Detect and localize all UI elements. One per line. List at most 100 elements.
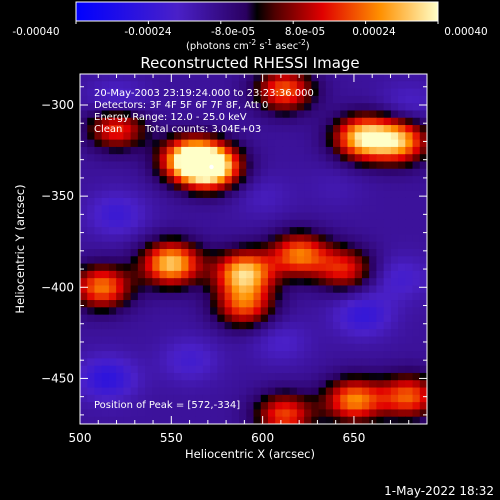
heatmap-cell bbox=[419, 183, 427, 192]
heatmap-cell bbox=[267, 183, 276, 192]
heatmap-cell bbox=[217, 183, 226, 192]
heatmap-cell bbox=[325, 365, 334, 374]
heatmap-cell bbox=[130, 139, 139, 148]
heatmap-cell bbox=[246, 197, 255, 206]
peak-marker bbox=[209, 164, 214, 170]
heatmap-cell bbox=[282, 183, 291, 192]
heatmap-cell bbox=[267, 161, 276, 170]
heatmap-cell bbox=[398, 205, 406, 214]
heatmap-cell bbox=[419, 176, 427, 184]
heatmap-cell bbox=[152, 394, 161, 403]
heatmap-cell bbox=[94, 380, 103, 389]
heatmap-cell bbox=[412, 263, 421, 272]
heatmap-cell bbox=[202, 329, 211, 338]
heatmap-cell bbox=[354, 387, 363, 396]
heatmap-cell bbox=[181, 372, 190, 381]
heatmap-cell bbox=[195, 343, 204, 352]
heatmap-cell bbox=[383, 307, 392, 316]
heatmap-cell bbox=[173, 372, 182, 381]
heatmap-cell bbox=[253, 329, 262, 338]
heatmap-cell bbox=[173, 365, 182, 374]
heatmap-cell bbox=[311, 343, 320, 352]
heatmap-cell bbox=[282, 139, 291, 148]
heatmap-cell bbox=[419, 256, 427, 265]
heatmap-cell bbox=[94, 249, 103, 257]
heatmap-cell bbox=[390, 372, 399, 381]
heatmap-cell bbox=[145, 227, 153, 236]
heatmap-cell bbox=[390, 74, 399, 82]
heatmap-cell bbox=[289, 387, 298, 396]
heatmap-cell bbox=[296, 321, 305, 330]
heatmap-cell bbox=[202, 132, 211, 141]
heatmap-cell bbox=[94, 161, 103, 170]
heatmap-cell bbox=[354, 329, 363, 338]
heatmap-cell bbox=[318, 387, 327, 396]
heatmap-cell bbox=[340, 300, 349, 308]
heatmap-cell bbox=[412, 168, 421, 177]
heatmap-cell bbox=[130, 95, 139, 104]
heatmap-cell bbox=[181, 365, 190, 374]
heatmap-cell bbox=[239, 351, 247, 359]
heatmap-cell bbox=[390, 125, 399, 133]
heatmap-cell bbox=[217, 351, 226, 359]
heatmap-cell bbox=[376, 394, 385, 403]
heatmap-cell bbox=[267, 263, 276, 272]
heatmap-cell bbox=[217, 394, 226, 403]
heatmap-cell bbox=[239, 176, 247, 184]
heatmap-cell bbox=[383, 402, 392, 411]
heatmap-cell bbox=[195, 300, 204, 308]
heatmap-cell bbox=[419, 88, 427, 97]
heatmap-cell bbox=[217, 380, 226, 389]
heatmap-cell bbox=[376, 205, 385, 214]
heatmap-cell bbox=[383, 249, 392, 257]
heatmap-cell bbox=[325, 74, 334, 82]
heatmap-cell bbox=[166, 249, 175, 257]
heatmap-cell bbox=[398, 212, 406, 221]
heatmap-cell bbox=[94, 270, 103, 279]
heatmap-cell bbox=[253, 256, 262, 265]
heatmap-cell bbox=[166, 219, 175, 228]
heatmap-cell bbox=[275, 402, 284, 411]
heatmap-cell bbox=[80, 365, 88, 374]
heatmap-cell bbox=[376, 256, 385, 265]
heatmap-cell bbox=[390, 81, 399, 90]
heatmap-cell bbox=[376, 212, 385, 221]
heatmap-cell bbox=[108, 300, 117, 308]
heatmap-cell bbox=[383, 416, 392, 424]
heatmap-cell bbox=[145, 161, 153, 170]
heatmap-cell bbox=[333, 285, 341, 294]
heatmap-cell bbox=[195, 336, 204, 345]
heatmap-cell bbox=[159, 190, 168, 199]
heatmap-cell bbox=[159, 95, 168, 104]
heatmap-cell bbox=[137, 117, 146, 126]
y-tick-label: −450 bbox=[41, 371, 74, 385]
heatmap-cell bbox=[390, 161, 399, 170]
heatmap-cell bbox=[137, 205, 146, 214]
heatmap-cell bbox=[296, 74, 305, 82]
heatmap-cell bbox=[369, 132, 377, 141]
heatmap-cell bbox=[325, 234, 334, 243]
heatmap-cell bbox=[376, 95, 385, 104]
heatmap-cell bbox=[253, 387, 262, 396]
heatmap-cell bbox=[239, 146, 247, 155]
heatmap-cell bbox=[318, 300, 327, 308]
heatmap-cell bbox=[347, 358, 356, 367]
heatmap-cell bbox=[383, 125, 392, 133]
heatmap-cell bbox=[275, 205, 284, 214]
heatmap-cell bbox=[87, 387, 96, 396]
heatmap-cell bbox=[412, 351, 421, 359]
heatmap-cell bbox=[123, 285, 132, 294]
heatmap-cell bbox=[412, 256, 421, 265]
heatmap-cell bbox=[116, 314, 124, 323]
heatmap-cell bbox=[80, 380, 88, 389]
heatmap-cell bbox=[152, 365, 161, 374]
heatmap-cell bbox=[239, 329, 247, 338]
heatmap-cell bbox=[296, 336, 305, 345]
heatmap-cell bbox=[340, 139, 349, 148]
heatmap-cell bbox=[94, 183, 103, 192]
heatmap-cell bbox=[239, 314, 247, 323]
heatmap-cell bbox=[383, 212, 392, 221]
heatmap-cell bbox=[383, 190, 392, 199]
heatmap-cell bbox=[94, 139, 103, 148]
heatmap-cell bbox=[296, 409, 305, 418]
